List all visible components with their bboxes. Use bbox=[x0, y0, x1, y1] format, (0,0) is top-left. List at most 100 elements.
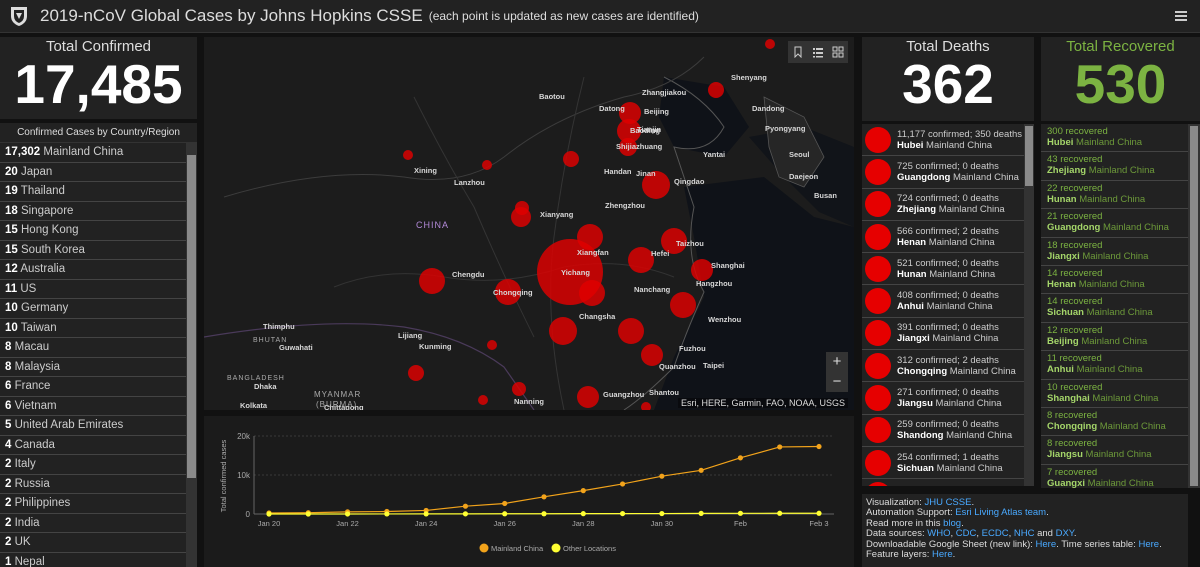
country-row[interactable]: 11 US bbox=[0, 280, 186, 299]
case-marker[interactable] bbox=[708, 82, 724, 98]
menu-icon[interactable] bbox=[1174, 9, 1188, 23]
deaths-row[interactable]: 521 confirmed; 0 deaths Hunan Mainland Ch… bbox=[862, 253, 1024, 286]
series-point[interactable] bbox=[737, 455, 744, 461]
deaths-row[interactable]: 408 confirmed; 0 deaths Anhui Mainland Ch… bbox=[862, 285, 1024, 318]
case-marker[interactable] bbox=[482, 160, 492, 170]
recovered-row[interactable]: 43 recovered Zhejiang Mainland China bbox=[1041, 152, 1188, 181]
legend-label[interactable]: Other Locations bbox=[563, 544, 616, 553]
recovered-row[interactable]: 21 recovered Guangdong Mainland China bbox=[1041, 209, 1188, 238]
recovered-row[interactable]: 300 recovered Hubei Mainland China bbox=[1041, 124, 1188, 153]
series-point[interactable] bbox=[659, 510, 665, 517]
case-marker[interactable] bbox=[579, 280, 605, 306]
cases-chart[interactable]: 0 10k 20k Total confirmed cases Jan 20 Jan 22… bbox=[204, 416, 854, 567]
series-point[interactable] bbox=[423, 511, 429, 517]
series-point[interactable] bbox=[777, 510, 783, 516]
deaths-row[interactable]: 566 confirmed; 2 deaths Henan Mainland Ch… bbox=[862, 221, 1024, 254]
series-point[interactable] bbox=[502, 511, 508, 517]
case-marker[interactable] bbox=[419, 268, 445, 294]
series-point[interactable] bbox=[816, 510, 822, 516]
case-marker[interactable] bbox=[495, 279, 521, 305]
deaths-list-scrollbar[interactable] bbox=[1024, 124, 1034, 486]
legend-list-icon[interactable] bbox=[812, 46, 824, 58]
series-point[interactable] bbox=[737, 510, 744, 516]
zoom-out-button[interactable]: − bbox=[832, 373, 842, 390]
series-point[interactable] bbox=[580, 488, 586, 494]
recovered-row[interactable]: 14 recovered Henan Mainland China bbox=[1041, 266, 1188, 295]
series-point[interactable] bbox=[777, 444, 783, 450]
country-row[interactable]: 15 South Korea bbox=[0, 241, 186, 260]
deaths-row[interactable]: 725 confirmed; 0 deaths Guangdong Mainlan… bbox=[862, 156, 1024, 189]
case-marker[interactable] bbox=[487, 340, 497, 350]
recovered-list-scroll-thumb[interactable] bbox=[1190, 126, 1198, 486]
dxy-link[interactable]: DXY bbox=[1055, 528, 1074, 540]
series-point[interactable] bbox=[502, 500, 508, 507]
feature-layers-link[interactable]: Here bbox=[932, 549, 953, 561]
country-list[interactable]: 17,302 Mainland China 20 Japan 19 Thailand… bbox=[0, 143, 186, 567]
esri-link[interactable]: Esri Living Atlas team bbox=[955, 507, 1047, 519]
country-row[interactable]: 8 Macau bbox=[0, 338, 186, 358]
recovered-list[interactable]: 300 recovered Hubei Mainland China 43 reco… bbox=[1041, 124, 1188, 488]
case-marker[interactable] bbox=[617, 119, 641, 143]
deaths-row[interactable]: 212 confirmed bbox=[862, 479, 1024, 486]
recovered-row[interactable]: 22 recovered Hunan Mainland China bbox=[1041, 181, 1188, 210]
country-row[interactable]: 6 France bbox=[0, 377, 186, 397]
country-row[interactable]: 20 Japan bbox=[0, 163, 186, 182]
case-marker[interactable] bbox=[670, 292, 696, 318]
deaths-list-scroll-thumb[interactable] bbox=[1025, 126, 1033, 186]
country-list-scroll-thumb[interactable] bbox=[187, 155, 196, 478]
deaths-row[interactable]: 271 confirmed; 0 deaths Jiangsu Mainland … bbox=[862, 382, 1024, 415]
ecdc-link[interactable]: ECDC bbox=[981, 528, 1009, 540]
blog-link[interactable]: blog bbox=[943, 517, 962, 529]
country-row[interactable]: 5 United Arab Emirates bbox=[0, 416, 186, 436]
series-point[interactable] bbox=[541, 494, 547, 500]
map-canvas[interactable]: Baotou Datong Beijing Baoding Shijiazhuang Ti… bbox=[204, 37, 854, 410]
legend-label[interactable]: Mainland China bbox=[491, 544, 544, 553]
who-link[interactable]: WHO bbox=[927, 528, 951, 540]
case-marker[interactable] bbox=[408, 365, 424, 381]
country-row[interactable]: 8 Malaysia bbox=[0, 358, 186, 377]
case-marker[interactable] bbox=[628, 247, 654, 273]
series-point[interactable] bbox=[344, 511, 351, 517]
country-row[interactable]: 1 Nepal bbox=[0, 553, 186, 567]
case-marker[interactable] bbox=[512, 382, 526, 396]
deaths-row[interactable]: 391 confirmed; 0 deaths Jiangxi Mainland … bbox=[862, 318, 1024, 351]
recovered-row[interactable]: 7 recovered Guangxi Mainland China bbox=[1041, 465, 1188, 488]
recovered-row[interactable]: 8 recovered Jiangsu Mainland China bbox=[1041, 436, 1188, 465]
series-point[interactable] bbox=[384, 511, 390, 517]
recovered-row[interactable]: 8 recovered Chongqing Mainland China bbox=[1041, 408, 1188, 437]
series-point[interactable] bbox=[541, 511, 547, 517]
case-marker[interactable] bbox=[619, 138, 637, 156]
country-row[interactable]: 17,302 Mainland China bbox=[0, 143, 186, 163]
series-point[interactable] bbox=[698, 510, 704, 517]
recovered-row[interactable]: 10 recovered Shanghai Mainland China bbox=[1041, 380, 1188, 408]
recovered-row[interactable]: 12 recovered Beijing Mainland China bbox=[1041, 323, 1188, 352]
country-row[interactable]: 10 Taiwan bbox=[0, 319, 186, 338]
recovered-row[interactable]: 14 recovered Sichuan Mainland China bbox=[1041, 294, 1188, 323]
country-row[interactable]: 2 India bbox=[0, 514, 186, 533]
case-marker[interactable] bbox=[403, 150, 413, 160]
country-row[interactable]: 2 UK bbox=[0, 533, 186, 553]
nhc-link[interactable]: NHC bbox=[1013, 528, 1035, 540]
series-point[interactable] bbox=[462, 511, 469, 517]
series-point[interactable] bbox=[619, 510, 626, 517]
case-marker[interactable] bbox=[618, 318, 644, 344]
country-row[interactable]: 18 Singapore bbox=[0, 202, 186, 221]
bookmark-icon[interactable] bbox=[792, 46, 804, 58]
series-point[interactable] bbox=[659, 473, 665, 479]
country-row[interactable]: 19 Thailand bbox=[0, 182, 186, 202]
country-row[interactable]: 6 Vietnam bbox=[0, 397, 186, 416]
deaths-row[interactable]: 312 confirmed; 2 deaths Chongqing Mainlan… bbox=[862, 350, 1024, 383]
series-point[interactable] bbox=[462, 503, 469, 509]
deaths-row[interactable]: 11,177 confirmed; 350 deaths Hubei Mainla… bbox=[862, 124, 1024, 157]
google-sheet-link[interactable]: Here bbox=[1035, 538, 1057, 550]
deaths-list[interactable]: 11,177 confirmed; 350 deaths Hubei Mainla… bbox=[862, 124, 1024, 486]
case-marker[interactable] bbox=[515, 201, 529, 215]
case-marker[interactable] bbox=[563, 151, 579, 167]
cases-map[interactable]: Baotou Datong Beijing Baoding Shijiazhuang Ti… bbox=[204, 37, 854, 410]
country-row[interactable]: 4 Canada bbox=[0, 436, 186, 455]
series-point[interactable] bbox=[580, 511, 586, 517]
deaths-row[interactable]: 254 confirmed; 1 deaths Sichuan Mainland … bbox=[862, 447, 1024, 480]
case-marker[interactable] bbox=[577, 224, 603, 250]
series-point[interactable] bbox=[816, 443, 822, 450]
deaths-row[interactable]: 259 confirmed; 0 deaths Shandong Mainland… bbox=[862, 415, 1024, 447]
